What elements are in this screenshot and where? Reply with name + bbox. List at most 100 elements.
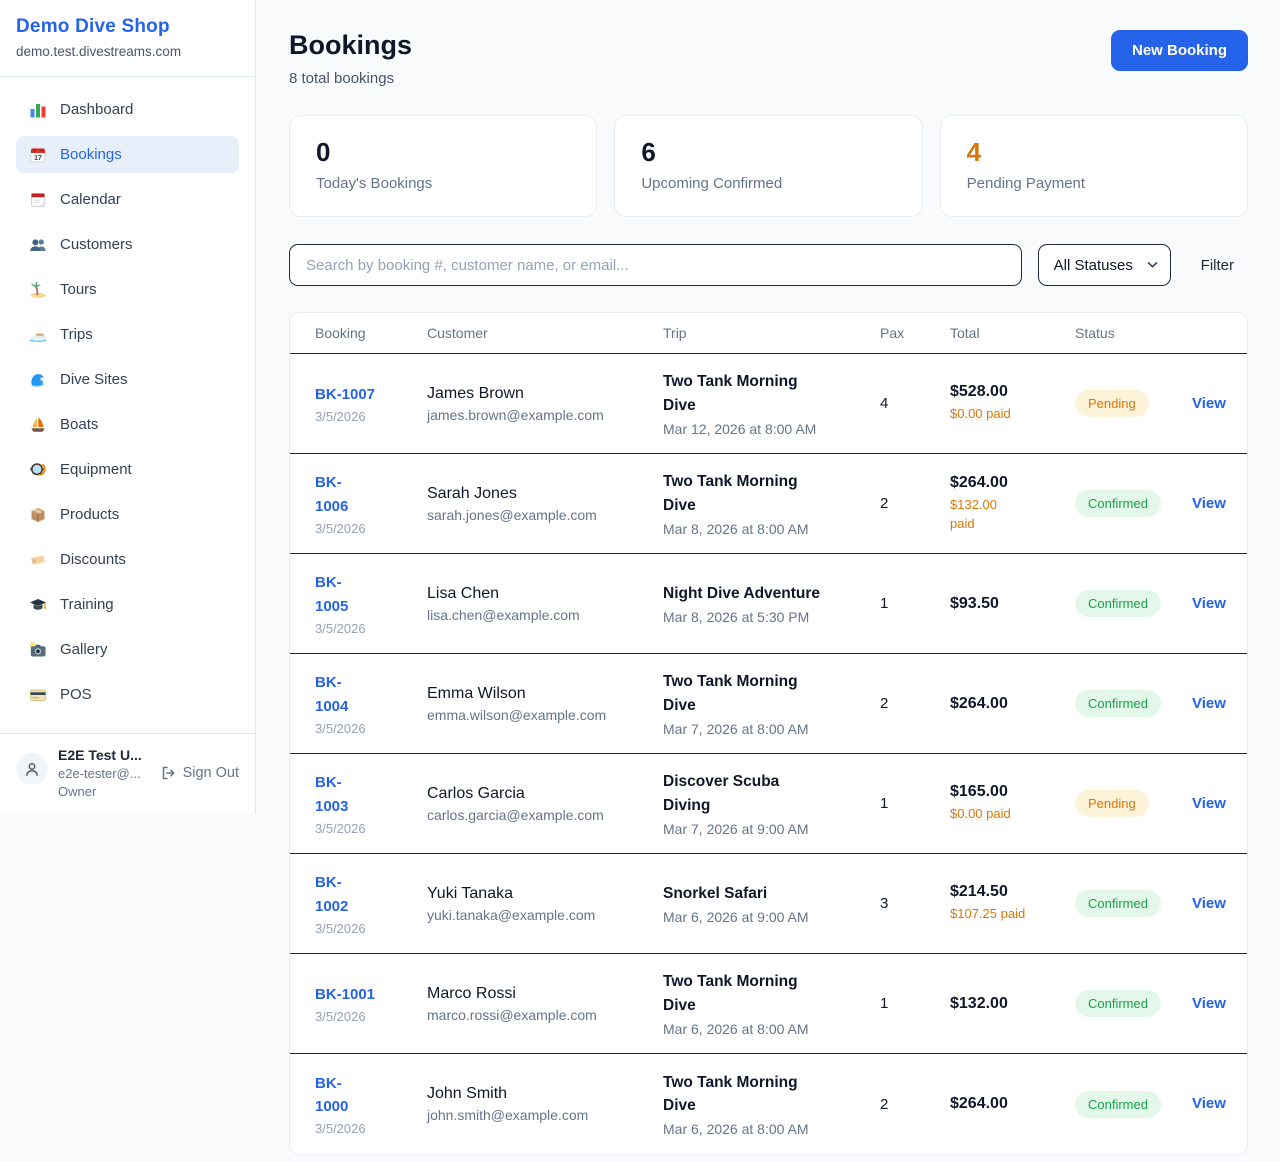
booking-id-link[interactable]: BK-1004 (315, 674, 349, 715)
sidebar-item-dive-sites[interactable]: Dive Sites (16, 361, 239, 398)
customer-email: john.smith@example.com (427, 1107, 589, 1123)
view-booking-link[interactable]: View (1192, 694, 1226, 712)
view-booking-link[interactable]: View (1192, 494, 1226, 512)
stat-card-upcoming-confirmed: 6 Upcoming Confirmed (614, 115, 923, 217)
brand-name: Demo Dive Shop (16, 16, 170, 37)
sidebar-item-label: Discounts (60, 551, 126, 568)
view-booking-link[interactable]: View (1192, 594, 1226, 612)
customer-name: John Smith (427, 1085, 508, 1102)
table-row: BK-1004 3/5/2026 Emma Wilson emma.wilson… (290, 654, 1247, 754)
table-row: BK-1006 3/5/2026 Sarah Jones sarah.jones… (290, 454, 1247, 554)
filter-button[interactable]: Filter (1187, 257, 1248, 274)
paid-amount: $107.25 paid (950, 906, 1026, 922)
total-amount: $93.50 (950, 594, 999, 612)
booking-date: 3/5/2026 (315, 620, 366, 636)
sidebar-item-trips[interactable]: Trips (16, 316, 239, 353)
pax-count: 4 (880, 395, 889, 412)
pax-count: 2 (880, 495, 889, 512)
people-icon (28, 235, 47, 254)
sidebar-item-boats[interactable]: Boats (16, 406, 239, 443)
booking-date: 3/5/2026 (315, 920, 366, 936)
diving-mask-icon (28, 460, 47, 479)
booking-id-link[interactable]: BK-1001 (315, 985, 376, 1003)
sidebar-item-calendar[interactable]: Calendar (16, 181, 239, 218)
customer-email: yuki.tanaka@example.com (427, 906, 596, 923)
column-header-trip: Trip (663, 325, 687, 341)
pax-count: 2 (880, 695, 889, 712)
sign-out-button[interactable]: Sign Out (160, 765, 239, 781)
view-booking-link[interactable]: View (1192, 794, 1226, 812)
sidebar-item-training[interactable]: Training (16, 586, 239, 623)
booking-id-link[interactable]: BK-1003 (315, 774, 349, 815)
new-booking-button[interactable]: New Booking (1110, 30, 1248, 71)
paid-amount: $0.00 paid (950, 406, 1011, 422)
total-amount: $264.00 (950, 1095, 1008, 1112)
sidebar-item-label: Dive Sites (60, 371, 128, 388)
booking-id-link[interactable]: BK-1000 (315, 1074, 349, 1115)
sidebar-item-gallery[interactable]: Gallery (16, 631, 239, 668)
search-input[interactable] (289, 244, 1022, 286)
booking-id-link[interactable]: BK-1006 (315, 474, 349, 515)
sidebar-item-dashboard[interactable]: Dashboard (16, 91, 239, 128)
sidebar-item-label: Dashboard (60, 101, 134, 118)
trip-name: Two Tank Morning Dive (663, 673, 798, 714)
status-select[interactable]: All Statuses (1037, 244, 1171, 286)
customer-email: marco.rossi@example.com (427, 1006, 597, 1023)
stat-card-todays-bookings: 0 Today's Bookings (289, 115, 598, 217)
sidebar-item-label: Products (60, 506, 120, 523)
booking-date: 3/5/2026 (315, 1009, 366, 1025)
sidebar-item-tours[interactable]: Tours (16, 271, 239, 308)
customer-name: Lisa Chen (427, 584, 500, 602)
view-booking-link[interactable]: View (1192, 894, 1226, 912)
booking-id-link[interactable]: BK-1007 (315, 385, 376, 403)
pax-count: 1 (880, 795, 889, 812)
graduation-cap-icon (28, 595, 47, 614)
sidebar: Demo Dive Shop demo.test.divestreams.com… (0, 0, 256, 814)
customer-name: Emma Wilson (427, 684, 526, 702)
sidebar-item-label: Trips (60, 326, 93, 343)
total-amount: $528.00 (950, 383, 1008, 401)
camera-icon (28, 640, 47, 659)
table-row: BK-1003 3/5/2026 Carlos Garcia carlos.ga… (290, 754, 1247, 854)
trip-datetime: Mar 6, 2026 at 9:00 AM (663, 909, 809, 926)
status-badge: Pending (1075, 790, 1149, 817)
customer-name: Yuki Tanaka (427, 884, 513, 902)
trip-name: Two Tank Morning Dive (663, 373, 798, 414)
booking-id-link[interactable]: BK-1002 (315, 874, 349, 915)
stat-label: Today's Bookings (316, 175, 433, 192)
stat-value: 0 (316, 137, 331, 167)
stat-value: 6 (641, 137, 656, 167)
status-badge: Confirmed (1075, 890, 1161, 917)
view-booking-link[interactable]: View (1192, 1095, 1226, 1112)
sidebar-item-pos[interactable]: POS (16, 676, 239, 713)
sidebar-item-label: Gallery (60, 641, 108, 658)
table-row: BK-1001 3/5/2026 Marco Rossi marco.rossi… (290, 954, 1247, 1054)
sidebar-item-bookings[interactable]: 17 Bookings (16, 136, 239, 173)
pax-count: 1 (880, 595, 889, 612)
booking-id-link[interactable]: BK-1005 (315, 574, 349, 615)
status-badge: Confirmed (1075, 690, 1161, 717)
trip-datetime: Mar 6, 2026 at 8:00 AM (663, 1121, 809, 1138)
page-header: Bookings 8 total bookings New Booking (289, 30, 1248, 87)
sidebar-item-equipment[interactable]: Equipment (16, 451, 239, 488)
sidebar-item-products[interactable]: Products (16, 496, 239, 533)
trip-datetime: Mar 12, 2026 at 8:00 AM (663, 420, 817, 437)
status-badge: Confirmed (1075, 490, 1161, 517)
trip-datetime: Mar 7, 2026 at 8:00 AM (663, 720, 809, 737)
trip-name: Snorkel Safari (663, 884, 768, 902)
filter-bar: All Statuses Filter (289, 244, 1248, 286)
sidebar-item-discounts[interactable]: Discounts (16, 541, 239, 578)
view-booking-link[interactable]: View (1192, 994, 1226, 1012)
booking-date: 3/5/2026 (315, 520, 366, 536)
package-icon (28, 505, 47, 524)
view-booking-link[interactable]: View (1192, 394, 1226, 412)
sidebar-item-customers[interactable]: Customers (16, 226, 239, 263)
user-info: E2E Test U... e2e-tester@... Owner (58, 747, 150, 799)
table-header: Booking Customer Trip Pax Total Status (290, 313, 1247, 354)
status-badge: Confirmed (1075, 590, 1161, 617)
customer-name: Marco Rossi (427, 984, 516, 1002)
table-row: BK-1000 3/5/2026 John Smith john.smith@e… (290, 1054, 1247, 1154)
credit-card-icon (28, 685, 47, 704)
bookings-table: Booking Customer Trip Pax Total Status B… (289, 312, 1248, 1155)
trip-datetime: Mar 8, 2026 at 8:00 AM (663, 520, 809, 537)
